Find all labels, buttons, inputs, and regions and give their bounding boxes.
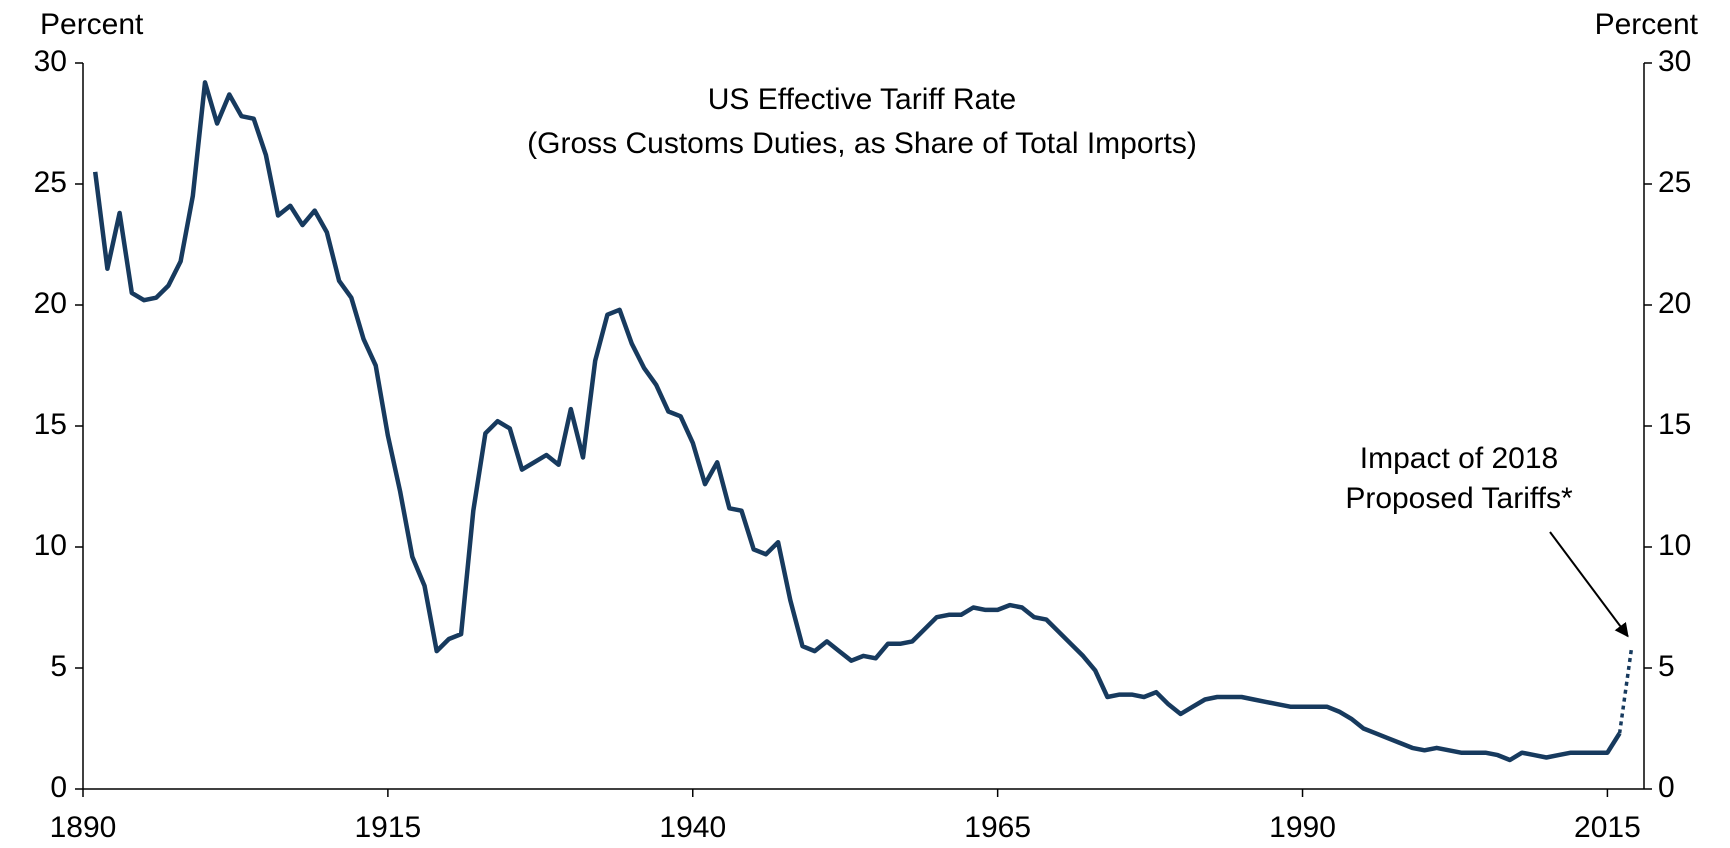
x-tick-label: 1890	[50, 811, 117, 844]
y-tick-label: 10	[34, 529, 67, 562]
x-tick-label: 2015	[1574, 811, 1641, 844]
chart-title: US Effective Tariff Rate	[708, 83, 1016, 116]
y-tick-label: 5	[50, 650, 67, 683]
y2-tick-label: 0	[1658, 771, 1675, 804]
y-axis-label: Percent	[40, 8, 144, 41]
line	[1617, 645, 1634, 734]
x-tick-label: 1965	[964, 811, 1031, 844]
y-tick-label: 20	[34, 287, 67, 320]
y2-tick-label: 30	[1658, 45, 1691, 78]
line	[92, 80, 1622, 763]
y2-axis-label: Percent	[1595, 8, 1699, 41]
y-tick-label: 30	[34, 45, 67, 78]
y2-tick-label: 5	[1658, 650, 1675, 683]
annotation: Impact of 2018	[1360, 442, 1558, 475]
y-tick-label: 15	[34, 408, 67, 441]
y-tick-label: 0	[50, 771, 67, 804]
y-tick-label: 25	[34, 166, 67, 199]
annotation: Proposed Tariffs*	[1345, 482, 1573, 515]
y2-tick-label: 25	[1658, 166, 1691, 199]
x-tick-label: 1940	[659, 811, 726, 844]
x-tick-label: 1915	[355, 811, 422, 844]
y2-tick-label: 15	[1658, 408, 1691, 441]
annotation-arrow	[1549, 531, 1629, 638]
y2-tick-label: 10	[1658, 529, 1691, 562]
x-tick-label: 1990	[1269, 811, 1336, 844]
y2-tick-label: 20	[1658, 287, 1691, 320]
chart-subtitle: (Gross Customs Duties, as Share of Total…	[527, 127, 1197, 160]
